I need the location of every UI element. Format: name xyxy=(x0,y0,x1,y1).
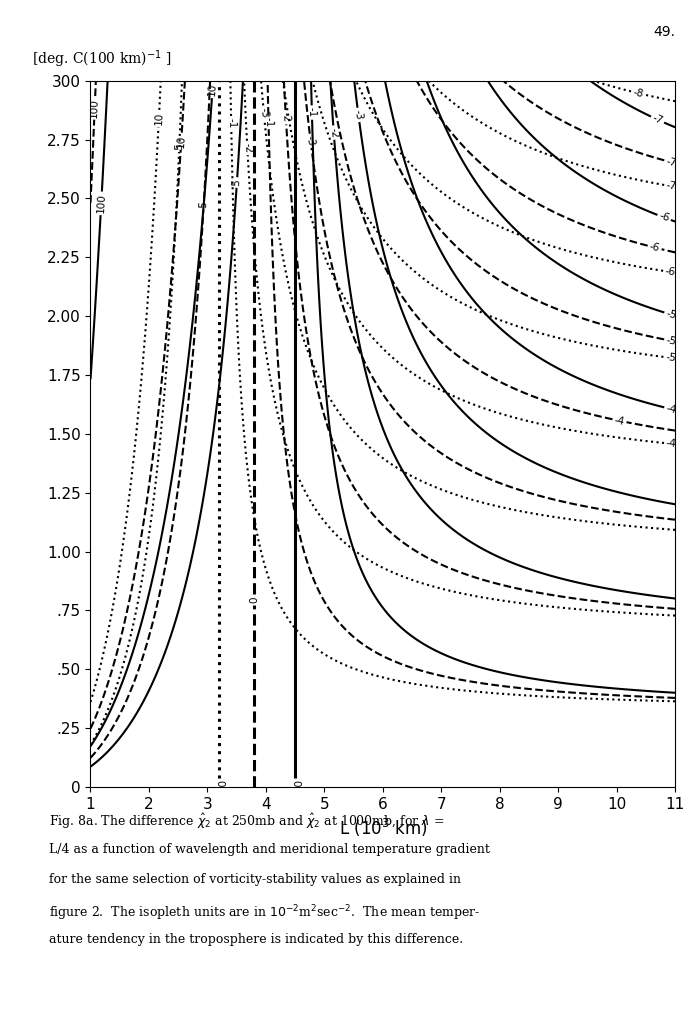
Text: 100: 100 xyxy=(89,98,100,118)
Text: 5: 5 xyxy=(198,201,209,208)
Text: -4: -4 xyxy=(613,415,626,427)
Text: 10: 10 xyxy=(154,112,164,125)
Text: -6: -6 xyxy=(658,211,671,224)
Text: 10: 10 xyxy=(176,134,187,148)
Text: -7: -7 xyxy=(665,181,677,192)
Text: -3: -3 xyxy=(258,107,269,118)
Text: Fig. 8a. The difference $\hat{\chi}_2$ at 250mb and $\hat{\chi}_2$ at 1000mb, fo: Fig. 8a. The difference $\hat{\chi}_2$ a… xyxy=(49,812,444,831)
Text: 5: 5 xyxy=(174,143,184,150)
Text: -4: -4 xyxy=(665,438,677,449)
Text: -2: -2 xyxy=(280,112,291,123)
Text: -5: -5 xyxy=(665,352,677,363)
X-axis label: L (10$^{3}$ km): L (10$^{3}$ km) xyxy=(338,817,427,839)
Text: -6: -6 xyxy=(665,266,676,277)
Text: 10: 10 xyxy=(207,83,218,97)
Text: ature tendency in the troposphere is indicated by this difference.: ature tendency in the troposphere is ind… xyxy=(49,933,463,946)
Text: -3: -3 xyxy=(305,135,316,146)
Text: 0: 0 xyxy=(249,596,259,602)
Text: -1: -1 xyxy=(307,107,317,118)
Text: -5: -5 xyxy=(665,309,678,321)
Text: -7: -7 xyxy=(665,156,677,169)
Text: -2: -2 xyxy=(329,127,339,138)
Text: -7: -7 xyxy=(651,113,665,126)
Text: 0: 0 xyxy=(214,780,224,787)
Text: -4: -4 xyxy=(665,403,677,415)
Text: -6: -6 xyxy=(649,241,661,253)
Text: 100: 100 xyxy=(96,194,106,214)
Text: 5: 5 xyxy=(232,179,242,187)
Text: -8: -8 xyxy=(632,87,644,99)
Text: for the same selection of vorticity-stability values as explained in: for the same selection of vorticity-stab… xyxy=(49,873,461,886)
Text: -2: -2 xyxy=(242,142,253,153)
Text: -1: -1 xyxy=(263,117,274,127)
Text: 0: 0 xyxy=(290,780,300,787)
Text: -5: -5 xyxy=(665,335,677,347)
Text: -3: -3 xyxy=(353,109,364,121)
Text: -1: -1 xyxy=(226,118,236,128)
Text: 49.: 49. xyxy=(653,25,675,39)
Text: [deg. C(100 km)$^{-1}$ ]: [deg. C(100 km)$^{-1}$ ] xyxy=(32,48,171,71)
Text: L/4 as a function of wavelength and meridional temperature gradient: L/4 as a function of wavelength and meri… xyxy=(49,843,489,856)
Text: figure 2.  The isopleth units are in $10^{-2}$m$^2$sec$^{-2}$.  The mean temper-: figure 2. The isopleth units are in $10^… xyxy=(49,903,480,922)
